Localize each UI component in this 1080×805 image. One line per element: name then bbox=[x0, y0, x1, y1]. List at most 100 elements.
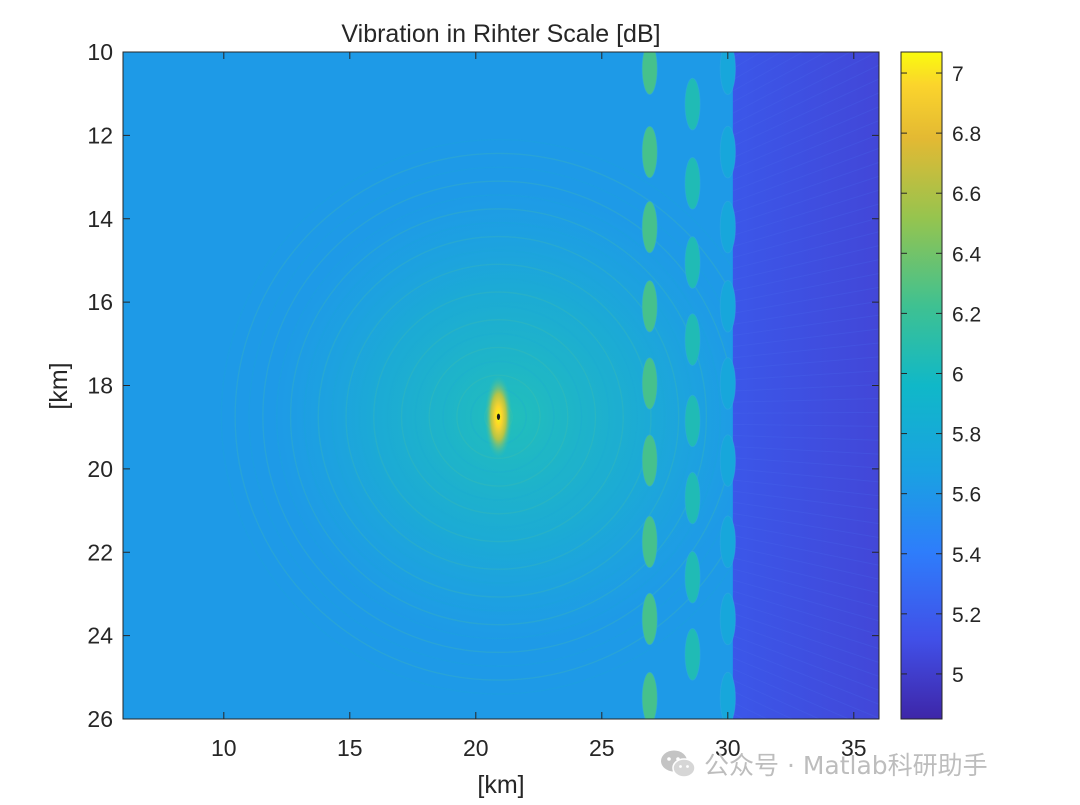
shadow-streak bbox=[732, 624, 879, 677]
cylinder-1 bbox=[641, 52, 658, 96]
shadow-streak bbox=[732, 701, 769, 719]
cylinder-1 bbox=[641, 279, 658, 333]
wave-ring bbox=[345, 263, 652, 570]
colorbar-tick-label: 6.2 bbox=[952, 303, 981, 326]
shadow-streak bbox=[732, 398, 879, 403]
shadow-streak bbox=[732, 601, 879, 650]
chart-title: Vibration in Rihter Scale [dB] bbox=[341, 20, 660, 48]
cylinder-1 bbox=[641, 434, 658, 487]
shadow-streak bbox=[732, 52, 804, 92]
shadow-streak bbox=[732, 64, 879, 136]
shadow-streak bbox=[732, 259, 879, 292]
colorbar-tick-label: 5.8 bbox=[952, 424, 981, 447]
x-tick-label: 35 bbox=[841, 735, 867, 761]
shadow-streak bbox=[732, 468, 879, 483]
shadow-streak bbox=[732, 590, 879, 636]
x-tick-label: 15 bbox=[337, 735, 363, 761]
shadow-streak bbox=[732, 106, 879, 170]
shadow-streak bbox=[732, 120, 879, 181]
wave-ring bbox=[400, 319, 597, 515]
cylinder-1 bbox=[641, 200, 658, 254]
y-tick-label: 14 bbox=[87, 206, 113, 232]
cylinder-1 bbox=[641, 357, 658, 410]
colorbar-tick-label: 6.4 bbox=[952, 243, 982, 266]
shadow-streak bbox=[732, 356, 879, 370]
shadow-streak bbox=[732, 175, 879, 225]
colorbar-tick-label: 5.6 bbox=[952, 484, 981, 507]
shadow-streak bbox=[732, 546, 879, 580]
shadow-streak bbox=[732, 52, 879, 125]
shadow-streak bbox=[732, 52, 852, 114]
wave-ring bbox=[331, 249, 666, 584]
shadow-streak bbox=[732, 217, 879, 259]
shadow-streak bbox=[732, 328, 879, 348]
shadow-streak bbox=[732, 668, 851, 719]
cylinder-3 bbox=[719, 592, 736, 646]
shadow-streak bbox=[732, 78, 879, 147]
shadow-streak bbox=[732, 657, 879, 719]
cylinder-2 bbox=[684, 313, 701, 366]
y-tick-label: 12 bbox=[87, 122, 113, 148]
shadow-streak bbox=[732, 557, 879, 594]
cylinder-1 bbox=[641, 125, 658, 179]
shadow-streak bbox=[732, 411, 879, 414]
shadow-streak bbox=[732, 446, 879, 455]
cylinder-2 bbox=[684, 77, 701, 131]
shadow-streak bbox=[732, 523, 879, 552]
y-tick-label: 24 bbox=[87, 623, 113, 649]
shadow-streak bbox=[732, 203, 879, 248]
colorbar-tick-label: 5.4 bbox=[952, 544, 982, 567]
colorbar-gradient bbox=[901, 52, 942, 719]
shadow-streak bbox=[732, 134, 879, 192]
wave-ring bbox=[317, 235, 680, 598]
shadow-streak bbox=[732, 245, 879, 281]
shadow-streak bbox=[732, 579, 879, 622]
x-tick-label: 25 bbox=[589, 735, 615, 761]
shadow-streak bbox=[732, 189, 879, 236]
cylinder-1 bbox=[641, 515, 658, 569]
shadow-streak bbox=[732, 314, 879, 336]
shadow-streak bbox=[732, 52, 743, 58]
x-tick-label: 20 bbox=[463, 735, 489, 761]
shadow-streak bbox=[732, 568, 879, 608]
cylinder-1 bbox=[641, 592, 658, 646]
wave-ring bbox=[414, 332, 583, 501]
cylinder-2 bbox=[684, 156, 701, 210]
wave-ring bbox=[359, 277, 638, 557]
cylinder-3 bbox=[719, 671, 736, 719]
x-tick-label: 10 bbox=[211, 735, 237, 761]
y-tick-label: 20 bbox=[87, 456, 113, 482]
shadow-streak bbox=[732, 490, 879, 511]
colorbar-frame bbox=[900, 51, 943, 720]
shadow-streak bbox=[732, 612, 879, 664]
y-tick-label: 22 bbox=[87, 539, 113, 565]
source-point bbox=[496, 413, 501, 420]
shadow-streak bbox=[732, 92, 879, 159]
wave-ring bbox=[289, 208, 708, 626]
wechat-icon bbox=[661, 750, 696, 778]
shadow-streak bbox=[732, 300, 879, 325]
shadow-streak bbox=[732, 646, 879, 705]
cylinder-2 bbox=[684, 550, 701, 604]
shadow-streak bbox=[732, 342, 879, 359]
cylinder-2 bbox=[684, 628, 701, 681]
wave-ring bbox=[373, 291, 624, 543]
shadow-streak bbox=[732, 535, 879, 566]
shadow-streak bbox=[732, 231, 879, 270]
shadow-streak bbox=[732, 501, 879, 525]
colorbar-tick-label: 5.2 bbox=[952, 604, 981, 627]
colorbar-tick-label: 6 bbox=[952, 363, 964, 386]
cylinder-1 bbox=[641, 671, 658, 719]
y-tick-label: 16 bbox=[87, 289, 113, 315]
x-axis-label: [km] bbox=[477, 771, 524, 799]
x-tick-label: 30 bbox=[715, 735, 741, 761]
shadow-streak bbox=[732, 635, 879, 691]
shadow-streak bbox=[732, 479, 879, 497]
shadow-streak bbox=[732, 286, 879, 314]
wave-ring bbox=[386, 305, 611, 529]
shadow-streak bbox=[732, 435, 879, 441]
shadow-streak bbox=[732, 512, 879, 538]
cylinder-3 bbox=[719, 52, 736, 96]
cylinder-3 bbox=[719, 515, 736, 569]
